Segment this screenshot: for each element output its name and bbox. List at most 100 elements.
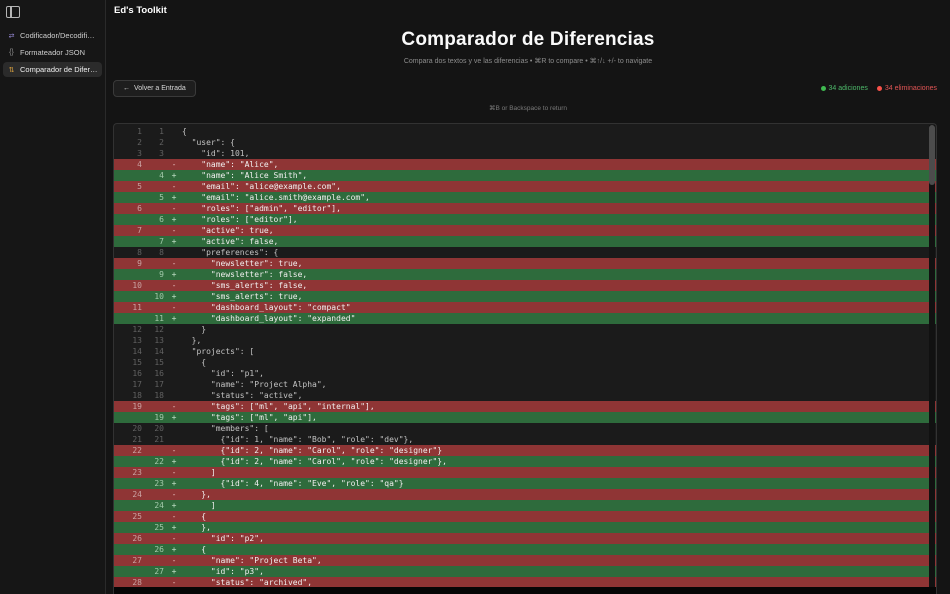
diff-line-text: "newsletter": false,: [182, 270, 308, 279]
diff-sign: -: [171, 468, 177, 477]
diff-sign: -: [171, 556, 177, 565]
new-line-number: 27: [154, 567, 164, 576]
new-line-number: 7: [159, 237, 164, 246]
diff-row: 26 - "id": "p2",: [114, 533, 936, 544]
scrollbar-thumb[interactable]: [929, 125, 935, 185]
sidebar-item-comparador-de-diferen[interactable]: ⇅ Comparador de Diferen...: [3, 62, 102, 77]
diff-sign: +: [171, 479, 177, 488]
new-line-number: 20: [154, 424, 164, 433]
diff-row: 3 3 "id": 101,: [114, 148, 936, 159]
old-line-number: 18: [132, 391, 142, 400]
diff-row: 5 - "email": "alice@example.com",: [114, 181, 936, 192]
sidebar-item-label: Comparador de Diferen...: [20, 65, 98, 74]
diff-sign: +: [171, 270, 177, 279]
diff-line-text: "tags": ["ml", "api"],: [182, 413, 317, 422]
old-line-number: 26: [132, 534, 142, 543]
diff-row: 24 + ]: [114, 500, 936, 511]
new-line-number: 16: [154, 369, 164, 378]
sidebar-item-formateador-json[interactable]: {} Formateador JSON: [3, 45, 102, 60]
arrow-left-icon: ←: [123, 85, 130, 92]
vertical-scrollbar[interactable]: [929, 125, 935, 593]
diff-sign: +: [171, 523, 177, 532]
new-line-number: 3: [159, 149, 164, 158]
diff-sign: +: [171, 237, 177, 246]
diff-line-text: }: [182, 325, 207, 334]
old-line-number: 4: [137, 160, 142, 169]
diff-sign: -: [171, 303, 177, 312]
diff-line-text: "sms_alerts": true,: [182, 292, 303, 301]
diff-row: 16 16 "id": "p1",: [114, 368, 936, 379]
diff-line-text: ]: [182, 501, 216, 510]
old-line-number: 6: [137, 204, 142, 213]
diff-row: 21 21 {"id": 1, "name": "Bob", "role": "d…: [114, 434, 936, 445]
diff-row: 5 + "email": "alice.smith@example.com",: [114, 192, 936, 203]
sidebar-toggle-icon[interactable]: [6, 6, 20, 18]
diff-line-text: "id": 101,: [182, 149, 250, 158]
diff-row: 12 12 }: [114, 324, 936, 335]
sidebar: ⇄ Codificador/Decodificado... {} Formateado…: [0, 0, 106, 594]
new-line-number: 6: [159, 215, 164, 224]
diff-row: 13 13 },: [114, 335, 936, 346]
diff-row: 23 + {"id": 4, "name": "Eve", "role": "qa…: [114, 478, 936, 489]
new-line-number: 8: [159, 248, 164, 257]
old-line-number: 20: [132, 424, 142, 433]
diff-row: 19 - "tags": ["ml", "api", "internal"],: [114, 401, 936, 412]
diff-line-text: "email": "alice@example.com",: [182, 182, 341, 191]
old-line-number: 21: [132, 435, 142, 444]
old-line-number: 15: [132, 358, 142, 367]
diff-line-text: "active": true,: [182, 226, 274, 235]
diff-row: 26 + {: [114, 544, 936, 555]
diff-line-text: "dashboard_layout": "compact": [182, 303, 351, 312]
old-line-number: 19: [132, 402, 142, 411]
old-line-number: 27: [132, 556, 142, 565]
diff-line-text: "dashboard_layout": "expanded": [182, 314, 356, 323]
old-line-number: 3: [137, 149, 142, 158]
new-line-number: 4: [159, 171, 164, 180]
diff-row: 23 - ]: [114, 467, 936, 478]
diff-row: 7 + "active": false,: [114, 236, 936, 247]
diff-sign: -: [171, 446, 177, 455]
diff-line-text: "user": {: [182, 138, 235, 147]
diff-row: 4 + "name": "Alice Smith",: [114, 170, 936, 181]
diff-line-text: "name": "Project Alpha",: [182, 380, 327, 389]
back-to-input-button[interactable]: ← Volver a Entrada: [113, 80, 196, 97]
back-button-label: Volver a Entrada: [134, 85, 186, 92]
diff-line-text: {: [182, 358, 207, 367]
new-line-number: 24: [154, 501, 164, 510]
new-line-number: 21: [154, 435, 164, 444]
diff-line-text: "preferences": {: [182, 248, 279, 257]
new-line-number: 5: [159, 193, 164, 202]
diff-line-text: {: [182, 545, 207, 554]
old-line-number: 16: [132, 369, 142, 378]
diff-stats: 34 adiciones 34 eliminaciones: [820, 85, 937, 92]
diff-sign: -: [171, 512, 177, 521]
diff-row: 15 15 {: [114, 357, 936, 368]
diff-line-text: {"id": 4, "name": "Eve", "role": "qa"}: [182, 479, 404, 488]
diff-row: 27 - "name": "Project Beta",: [114, 555, 936, 566]
diff-sign: +: [171, 413, 177, 422]
diff-row: 27 + "id": "p3",: [114, 566, 936, 577]
diff-sign: -: [171, 182, 177, 191]
diff-row: 22 - {"id": 2, "name": "Carol", "role": "…: [114, 445, 936, 456]
new-line-number: 17: [154, 380, 164, 389]
diff-line-text: {"id": 2, "name": "Carol", "role": "desi…: [182, 446, 443, 455]
diff-row: 25 - {: [114, 511, 936, 522]
new-line-number: 12: [154, 325, 164, 334]
diff-sign: -: [171, 226, 177, 235]
main-area: Ed's Toolkit Comparador de Diferencias C…: [106, 0, 950, 594]
sidebar-item-codificador-decodificado[interactable]: ⇄ Codificador/Decodificado...: [3, 28, 102, 43]
old-line-number: 5: [137, 182, 142, 191]
diff-sign: +: [171, 292, 177, 301]
deletions-count: 34 eliminaciones: [884, 85, 937, 92]
old-line-number: 13: [132, 336, 142, 345]
diff-sign: +: [171, 501, 177, 510]
additions-count: 34 adiciones: [828, 85, 868, 92]
new-line-number: 22: [154, 457, 164, 466]
old-line-number: 25: [132, 512, 142, 521]
diff-rows: 1 1{2 2 "user": {3 3 "id": 101, 4- "name": "…: [114, 124, 936, 588]
additions-badge: 34 adiciones: [820, 85, 868, 92]
diff-sign: -: [171, 534, 177, 543]
old-line-number: 24: [132, 490, 142, 499]
diff-sign: -: [171, 204, 177, 213]
old-line-number: 8: [137, 248, 142, 257]
